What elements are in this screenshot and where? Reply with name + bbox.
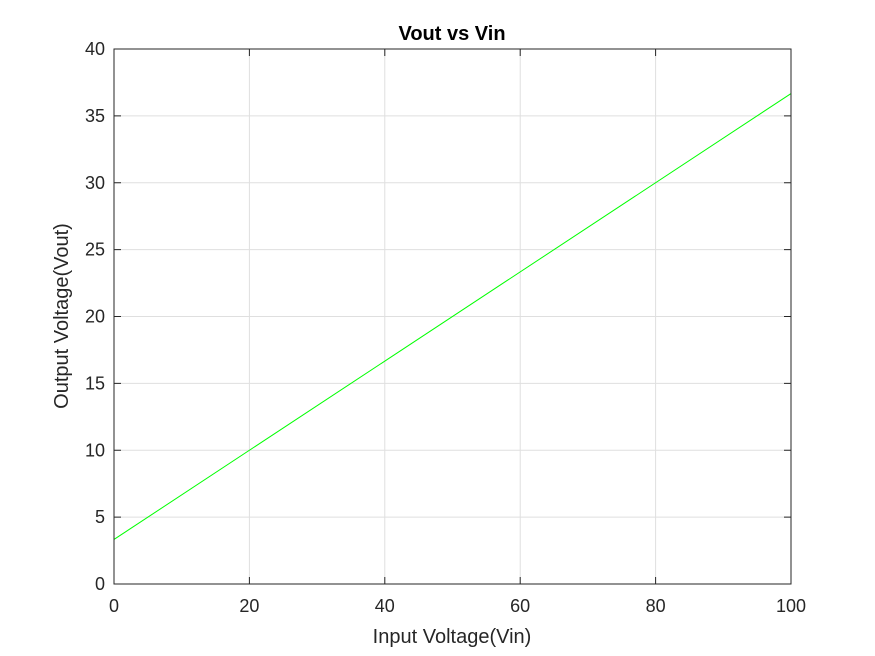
y-tick-label: 15	[85, 373, 105, 393]
y-tick-label: 30	[85, 173, 105, 193]
x-tick-label: 100	[776, 596, 806, 616]
x-axis-title: Input Voltage(Vin)	[373, 626, 532, 648]
x-tick-label: 60	[510, 596, 530, 616]
y-tick-label: 5	[95, 507, 105, 527]
axis-ticks	[113, 48, 792, 585]
x-tick-label: 40	[375, 596, 395, 616]
series-line	[113, 93, 792, 540]
y-tick-label: 40	[85, 39, 105, 59]
y-tick-labels: 0 5 10 15 20 25 30 35 40	[85, 39, 105, 594]
y-axis-title: Output Voltage(Vout)	[51, 223, 73, 409]
x-tick-label: 0	[109, 596, 119, 616]
y-tick-label: 10	[85, 440, 105, 460]
y-tick-label: 35	[85, 106, 105, 126]
plot-series	[113, 93, 792, 540]
chart-title: Vout vs Vin	[398, 23, 505, 45]
x-tick-labels: 0 20 40 60 80 100	[109, 596, 806, 616]
x-tick-label: 20	[239, 596, 259, 616]
y-tick-label: 0	[95, 574, 105, 594]
y-tick-label: 25	[85, 240, 105, 260]
y-tick-label: 20	[85, 307, 105, 327]
x-tick-label: 80	[646, 596, 666, 616]
